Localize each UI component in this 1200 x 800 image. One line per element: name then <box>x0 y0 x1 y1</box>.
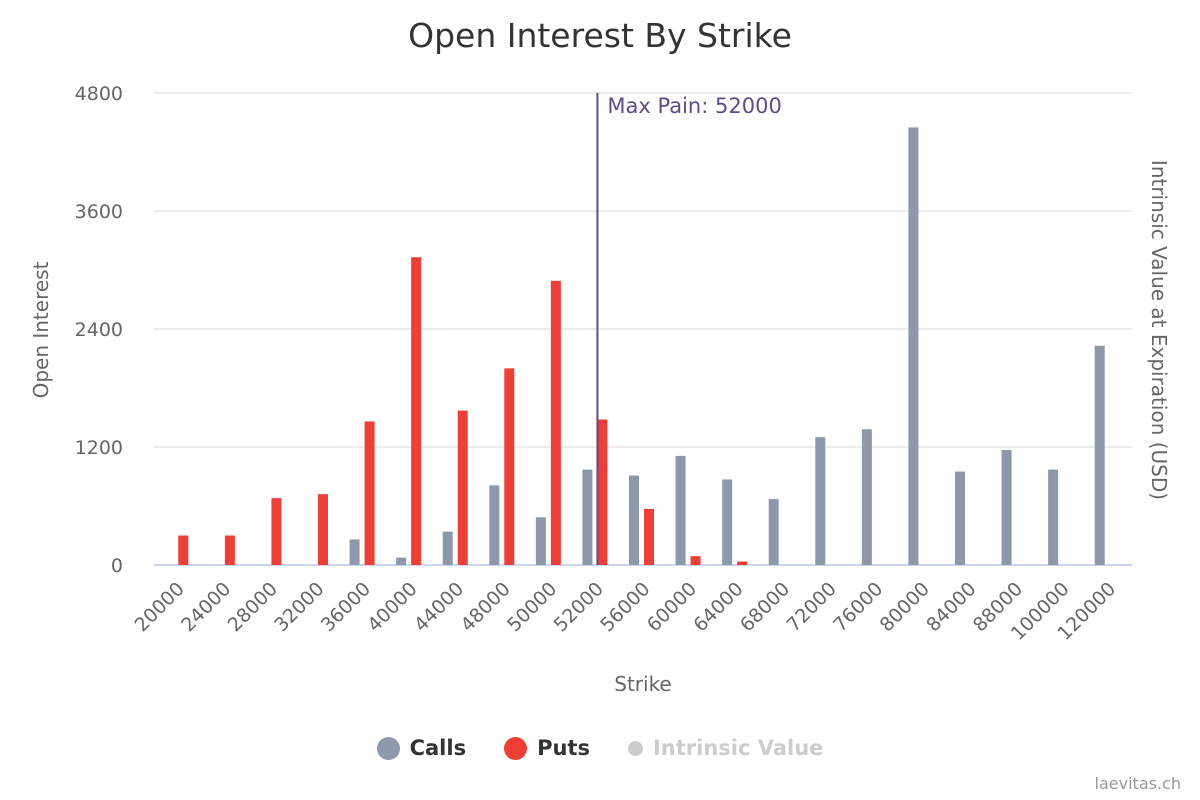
legend-label-puts: Puts <box>537 736 590 760</box>
calls-bar-68000[interactable] <box>768 499 779 565</box>
x-tick-label: 68000 <box>736 578 794 636</box>
puts-bar-52000[interactable] <box>597 419 608 565</box>
x-tick-label: 32000 <box>270 578 328 636</box>
calls-bar-120000[interactable] <box>1094 345 1105 565</box>
x-tick-label: 24000 <box>177 578 235 636</box>
x-tick-label: 84000 <box>922 578 980 636</box>
x-tick-label: 50000 <box>503 578 561 636</box>
y-tick-label: 4800 <box>75 83 123 105</box>
x-tick-label: 20000 <box>131 578 189 636</box>
calls-bar-84000[interactable] <box>955 471 965 565</box>
x-tick-label: 44000 <box>410 578 468 636</box>
legend-item-intrinsic-value[interactable]: Intrinsic Value <box>627 736 824 760</box>
puts-bar-40000[interactable] <box>411 257 422 565</box>
legend-label-intrinsic-value: Intrinsic Value <box>652 736 824 760</box>
calls-bar-76000[interactable] <box>861 429 872 565</box>
x-tick-label: 76000 <box>829 578 887 636</box>
y-tick-label: 1200 <box>75 437 123 459</box>
puts-bar-64000[interactable] <box>737 561 748 565</box>
intrinsic-value-legend-marker-icon <box>627 740 643 756</box>
x-tick-label: 48000 <box>457 578 515 636</box>
puts-bar-44000[interactable] <box>457 410 468 565</box>
x-tick-label: 36000 <box>317 578 375 636</box>
puts-legend-marker-icon <box>504 736 528 760</box>
calls-bar-72000[interactable] <box>815 437 826 565</box>
x-tick-label: 52000 <box>550 578 608 636</box>
x-axis-label: Strike <box>614 672 672 696</box>
y-axis-ticks: 0 1200 2400 3600 4800 <box>75 83 123 577</box>
x-tick-label: 64000 <box>689 578 747 636</box>
x-axis-ticks: 2000024000280003200036000400004400048000… <box>131 578 1121 645</box>
calls-bar-52000[interactable] <box>582 469 593 565</box>
calls-bar-64000[interactable] <box>722 479 733 565</box>
calls-bar-36000[interactable] <box>349 539 360 565</box>
x-tick-label: 60000 <box>643 578 701 636</box>
max-pain-label: Max Pain: 52000 <box>607 94 781 118</box>
calls-bar-44000[interactable] <box>442 531 453 565</box>
calls-bar-88000[interactable] <box>1001 449 1012 565</box>
calls-bar-56000[interactable] <box>629 475 639 565</box>
x-tick-label: 72000 <box>783 578 841 636</box>
x-tick-label: 56000 <box>596 578 654 636</box>
puts-bar-32000[interactable] <box>318 494 328 565</box>
puts-bar-60000[interactable] <box>690 556 701 565</box>
calls-bar-48000[interactable] <box>489 485 500 565</box>
bars <box>178 127 1105 566</box>
chart-title: Open Interest By Strike <box>408 16 792 55</box>
calls-legend-marker-icon <box>376 736 400 760</box>
legend-item-puts[interactable]: Puts <box>504 736 590 760</box>
legend-item-calls[interactable]: Calls <box>376 736 467 760</box>
secondary-y-axis-label: Intrinsic Value at Expiration (USD) <box>1147 160 1171 500</box>
calls-bar-50000[interactable] <box>535 517 546 565</box>
y-tick-label: 0 <box>111 555 123 577</box>
calls-bar-40000[interactable] <box>396 557 407 565</box>
puts-bar-20000[interactable] <box>178 535 189 566</box>
y-tick-label: 3600 <box>75 201 123 223</box>
calls-bar-80000[interactable] <box>908 127 919 566</box>
x-tick-label: 40000 <box>363 578 421 636</box>
puts-bar-36000[interactable] <box>364 421 375 565</box>
legend-label-calls: Calls <box>409 736 467 760</box>
x-tick-label: 28000 <box>224 578 282 636</box>
puts-bar-48000[interactable] <box>504 368 515 565</box>
calls-bar-100000[interactable] <box>1048 469 1059 565</box>
calls-bar-60000[interactable] <box>675 455 686 565</box>
legend: Calls Puts Intrinsic Value <box>0 730 1200 766</box>
puts-bar-56000[interactable] <box>644 508 654 565</box>
y-axis-label: Open Interest <box>29 261 53 398</box>
credit-link[interactable]: laevitas.ch <box>1094 774 1181 793</box>
puts-bar-28000[interactable] <box>271 498 282 565</box>
max-pain-annotation: Max Pain: 52000 <box>596 93 782 565</box>
grid-lines <box>154 92 1132 566</box>
y-tick-label: 2400 <box>75 319 123 341</box>
x-tick-label: 80000 <box>876 578 934 636</box>
puts-bar-24000[interactable] <box>224 535 235 566</box>
puts-bar-50000[interactable] <box>550 280 561 565</box>
